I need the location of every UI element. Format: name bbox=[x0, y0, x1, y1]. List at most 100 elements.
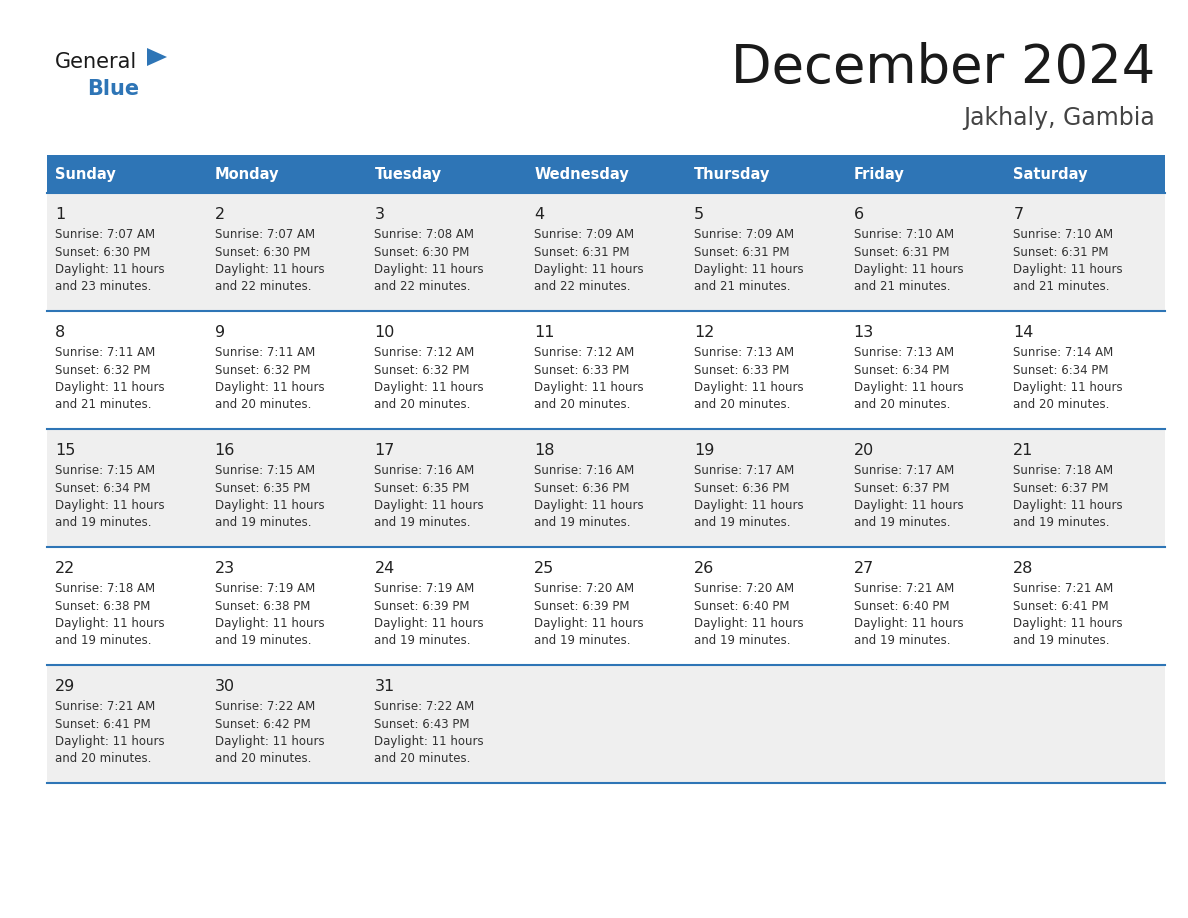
Text: and 19 minutes.: and 19 minutes. bbox=[853, 634, 950, 647]
Text: and 20 minutes.: and 20 minutes. bbox=[215, 398, 311, 411]
Text: 9: 9 bbox=[215, 325, 225, 340]
Text: 31: 31 bbox=[374, 679, 394, 694]
Text: Sunrise: 7:20 AM: Sunrise: 7:20 AM bbox=[535, 582, 634, 595]
Text: 5: 5 bbox=[694, 207, 704, 222]
Text: Sunset: 6:39 PM: Sunset: 6:39 PM bbox=[374, 599, 470, 612]
Text: Daylight: 11 hours: Daylight: 11 hours bbox=[374, 617, 484, 630]
Text: Sunset: 6:36 PM: Sunset: 6:36 PM bbox=[535, 482, 630, 495]
Text: 8: 8 bbox=[55, 325, 65, 340]
Text: Sunset: 6:40 PM: Sunset: 6:40 PM bbox=[694, 599, 789, 612]
Text: Sunrise: 7:10 AM: Sunrise: 7:10 AM bbox=[853, 228, 954, 241]
Text: and 20 minutes.: and 20 minutes. bbox=[694, 398, 790, 411]
Text: and 21 minutes.: and 21 minutes. bbox=[694, 281, 790, 294]
Text: and 20 minutes.: and 20 minutes. bbox=[374, 398, 470, 411]
Bar bbox=[48, 311, 1165, 429]
Text: Daylight: 11 hours: Daylight: 11 hours bbox=[55, 263, 165, 276]
Bar bbox=[48, 155, 207, 193]
Text: and 19 minutes.: and 19 minutes. bbox=[853, 517, 950, 530]
Text: Sunset: 6:33 PM: Sunset: 6:33 PM bbox=[535, 364, 630, 376]
Text: and 19 minutes.: and 19 minutes. bbox=[694, 517, 790, 530]
Text: and 21 minutes.: and 21 minutes. bbox=[853, 281, 950, 294]
Text: Daylight: 11 hours: Daylight: 11 hours bbox=[215, 499, 324, 512]
Text: and 21 minutes.: and 21 minutes. bbox=[55, 398, 152, 411]
Text: 16: 16 bbox=[215, 443, 235, 458]
Text: Daylight: 11 hours: Daylight: 11 hours bbox=[215, 263, 324, 276]
Text: 19: 19 bbox=[694, 443, 714, 458]
Text: Daylight: 11 hours: Daylight: 11 hours bbox=[374, 381, 484, 394]
Text: Sunset: 6:39 PM: Sunset: 6:39 PM bbox=[535, 599, 630, 612]
Bar bbox=[1005, 155, 1165, 193]
Text: Sunrise: 7:15 AM: Sunrise: 7:15 AM bbox=[55, 464, 156, 477]
Text: 30: 30 bbox=[215, 679, 235, 694]
Text: and 22 minutes.: and 22 minutes. bbox=[374, 281, 470, 294]
Bar bbox=[207, 155, 366, 193]
Text: Daylight: 11 hours: Daylight: 11 hours bbox=[853, 263, 963, 276]
Text: Sunset: 6:35 PM: Sunset: 6:35 PM bbox=[215, 482, 310, 495]
Text: Sunset: 6:30 PM: Sunset: 6:30 PM bbox=[55, 245, 151, 259]
Text: 17: 17 bbox=[374, 443, 394, 458]
Text: Sunset: 6:35 PM: Sunset: 6:35 PM bbox=[374, 482, 469, 495]
Text: Sunrise: 7:16 AM: Sunrise: 7:16 AM bbox=[374, 464, 475, 477]
Text: Daylight: 11 hours: Daylight: 11 hours bbox=[55, 381, 165, 394]
Text: Daylight: 11 hours: Daylight: 11 hours bbox=[694, 263, 803, 276]
Text: Daylight: 11 hours: Daylight: 11 hours bbox=[215, 735, 324, 748]
Text: Sunrise: 7:17 AM: Sunrise: 7:17 AM bbox=[694, 464, 794, 477]
Text: Daylight: 11 hours: Daylight: 11 hours bbox=[55, 499, 165, 512]
Text: Sunset: 6:41 PM: Sunset: 6:41 PM bbox=[55, 718, 151, 731]
Text: Monday: Monday bbox=[215, 166, 279, 182]
Text: 29: 29 bbox=[55, 679, 75, 694]
Text: Daylight: 11 hours: Daylight: 11 hours bbox=[535, 263, 644, 276]
Text: and 19 minutes.: and 19 minutes. bbox=[374, 634, 470, 647]
Text: 15: 15 bbox=[55, 443, 75, 458]
Text: Saturday: Saturday bbox=[1013, 166, 1088, 182]
Text: Sunset: 6:33 PM: Sunset: 6:33 PM bbox=[694, 364, 789, 376]
Text: 26: 26 bbox=[694, 561, 714, 576]
Text: and 22 minutes.: and 22 minutes. bbox=[215, 281, 311, 294]
Text: 21: 21 bbox=[1013, 443, 1034, 458]
Text: 23: 23 bbox=[215, 561, 235, 576]
Text: 27: 27 bbox=[853, 561, 874, 576]
Text: Sunrise: 7:11 AM: Sunrise: 7:11 AM bbox=[215, 346, 315, 359]
Text: Friday: Friday bbox=[853, 166, 904, 182]
Text: 14: 14 bbox=[1013, 325, 1034, 340]
Text: Sunset: 6:30 PM: Sunset: 6:30 PM bbox=[374, 245, 469, 259]
Polygon shape bbox=[147, 48, 168, 66]
Text: 12: 12 bbox=[694, 325, 714, 340]
Text: Sunrise: 7:21 AM: Sunrise: 7:21 AM bbox=[1013, 582, 1113, 595]
Text: Sunset: 6:34 PM: Sunset: 6:34 PM bbox=[55, 482, 151, 495]
Text: Daylight: 11 hours: Daylight: 11 hours bbox=[853, 381, 963, 394]
Text: Daylight: 11 hours: Daylight: 11 hours bbox=[1013, 263, 1123, 276]
Text: 28: 28 bbox=[1013, 561, 1034, 576]
Text: Sunset: 6:38 PM: Sunset: 6:38 PM bbox=[55, 599, 151, 612]
Text: Daylight: 11 hours: Daylight: 11 hours bbox=[1013, 499, 1123, 512]
Text: Sunset: 6:43 PM: Sunset: 6:43 PM bbox=[374, 718, 470, 731]
Text: Blue: Blue bbox=[87, 79, 139, 99]
Text: Daylight: 11 hours: Daylight: 11 hours bbox=[694, 499, 803, 512]
Text: Sunrise: 7:09 AM: Sunrise: 7:09 AM bbox=[694, 228, 794, 241]
Text: 10: 10 bbox=[374, 325, 394, 340]
Text: Daylight: 11 hours: Daylight: 11 hours bbox=[55, 617, 165, 630]
Bar bbox=[366, 155, 526, 193]
Text: Sunset: 6:32 PM: Sunset: 6:32 PM bbox=[55, 364, 151, 376]
Text: Sunrise: 7:17 AM: Sunrise: 7:17 AM bbox=[853, 464, 954, 477]
Bar bbox=[48, 193, 1165, 311]
Text: Sunset: 6:32 PM: Sunset: 6:32 PM bbox=[374, 364, 470, 376]
Bar bbox=[526, 155, 685, 193]
Text: Daylight: 11 hours: Daylight: 11 hours bbox=[535, 499, 644, 512]
Text: Daylight: 11 hours: Daylight: 11 hours bbox=[215, 617, 324, 630]
Text: and 19 minutes.: and 19 minutes. bbox=[215, 634, 311, 647]
Text: and 19 minutes.: and 19 minutes. bbox=[215, 517, 311, 530]
Text: Daylight: 11 hours: Daylight: 11 hours bbox=[374, 263, 484, 276]
Text: Daylight: 11 hours: Daylight: 11 hours bbox=[535, 617, 644, 630]
Text: Sunrise: 7:13 AM: Sunrise: 7:13 AM bbox=[853, 346, 954, 359]
Text: and 19 minutes.: and 19 minutes. bbox=[55, 634, 152, 647]
Text: 20: 20 bbox=[853, 443, 874, 458]
Text: 3: 3 bbox=[374, 207, 385, 222]
Text: Daylight: 11 hours: Daylight: 11 hours bbox=[535, 381, 644, 394]
Text: and 19 minutes.: and 19 minutes. bbox=[694, 634, 790, 647]
Text: 13: 13 bbox=[853, 325, 874, 340]
Text: Sunday: Sunday bbox=[55, 166, 115, 182]
Text: General: General bbox=[55, 52, 138, 72]
Text: Tuesday: Tuesday bbox=[374, 166, 442, 182]
Text: Sunrise: 7:12 AM: Sunrise: 7:12 AM bbox=[374, 346, 475, 359]
